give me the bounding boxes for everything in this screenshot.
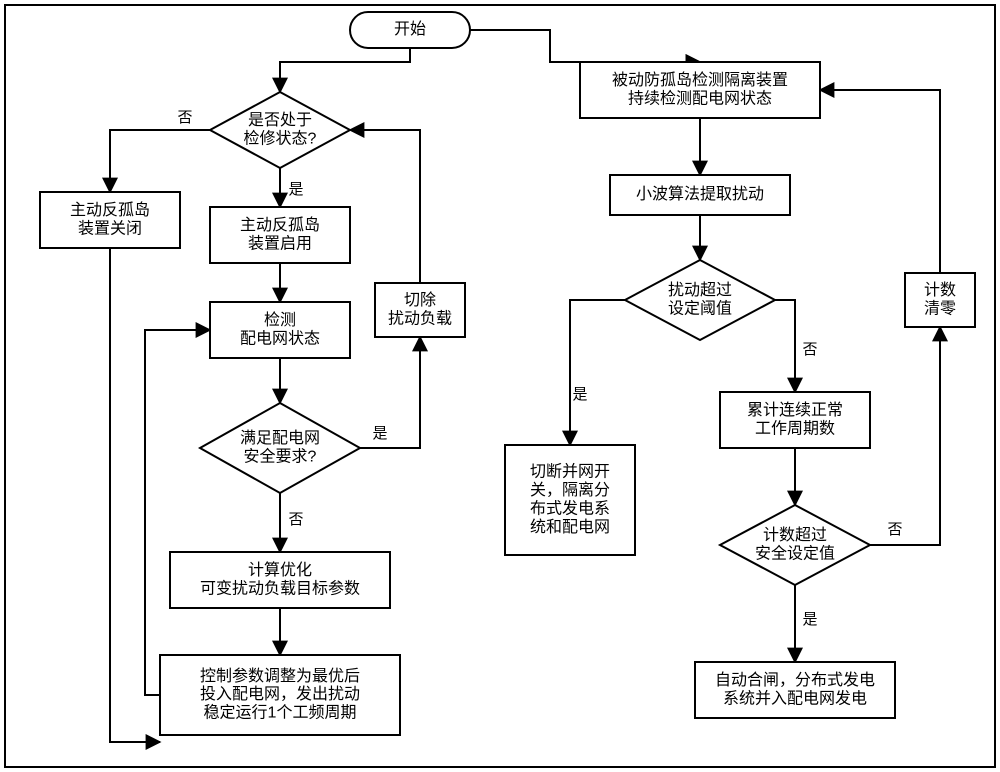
edge xyxy=(820,90,940,273)
edge xyxy=(570,300,625,445)
node-text: 是否处于 xyxy=(248,111,312,129)
node-text: 计数 xyxy=(924,281,956,299)
edge-label: 否 xyxy=(177,109,192,126)
node-text: 主动反孤岛 xyxy=(70,201,150,219)
edge xyxy=(110,248,160,742)
flowchart-canvas: 否是是否是否是否开始是否处于检修状态?主动反孤岛装置关闭主动反孤岛装置启用检测配… xyxy=(0,0,1000,772)
node-text: 系统并入配电网发电 xyxy=(723,689,867,707)
node-text: 自动合闸，分布式发电 xyxy=(715,671,875,689)
node-text: 安全设定值 xyxy=(755,544,835,562)
node-text: 布式发电系 xyxy=(530,499,610,517)
edge xyxy=(775,300,795,392)
node-text: 计算优化 xyxy=(248,560,312,579)
node-text: 稳定运行1个工频周期 xyxy=(204,704,357,722)
edge-label: 是 xyxy=(802,611,817,628)
node-text: 可变扰动负载目标参数 xyxy=(200,579,360,597)
edge xyxy=(145,330,210,695)
edge xyxy=(110,130,210,192)
node-text: 装置关闭 xyxy=(78,219,142,237)
node-text: 切除 xyxy=(404,291,436,309)
edge xyxy=(350,130,420,283)
node-text: 配电网状态 xyxy=(240,329,320,347)
edge-label: 否 xyxy=(802,341,817,358)
node-text: 切断并网开 xyxy=(530,463,610,481)
node-text: 检测 xyxy=(264,311,296,329)
edge xyxy=(360,337,420,448)
node-text: 检修状态? xyxy=(244,129,317,147)
edge xyxy=(870,327,940,545)
edge-label: 否 xyxy=(288,511,303,528)
node-text: 安全要求? xyxy=(244,447,317,465)
node-text: 被动防孤岛检测隔离装置 xyxy=(612,71,788,89)
node-text: 累计连续正常 xyxy=(747,401,843,419)
node-text: 设定阈值 xyxy=(668,299,732,317)
node-text: 开始 xyxy=(394,20,426,38)
node-text: 扰动负载 xyxy=(388,309,452,327)
node-text: 主动反孤岛 xyxy=(240,216,320,234)
edge-label: 是 xyxy=(572,386,587,403)
node-text: 小波算法提取扰动 xyxy=(636,184,764,203)
node-text: 扰动超过 xyxy=(668,281,732,299)
edge-label: 是 xyxy=(372,425,387,442)
node-text: 工作周期数 xyxy=(755,419,835,437)
edge xyxy=(280,48,410,92)
node-text: 关，隔离分 xyxy=(530,481,610,499)
node-text: 持续检测配电网状态 xyxy=(628,89,772,107)
node-text: 统和配电网 xyxy=(530,518,610,536)
node-text: 计数超过 xyxy=(763,526,827,544)
node-text: 装置启用 xyxy=(248,234,312,252)
node-text: 满足配电网 xyxy=(240,429,320,447)
node-text: 控制参数调整为最优后 xyxy=(200,667,360,685)
node-text: 清零 xyxy=(924,299,956,317)
edge xyxy=(470,30,700,62)
edge-label: 否 xyxy=(887,521,902,538)
edge-label: 是 xyxy=(288,181,303,198)
node-text: 投入配电网，发出扰动 xyxy=(200,685,360,703)
